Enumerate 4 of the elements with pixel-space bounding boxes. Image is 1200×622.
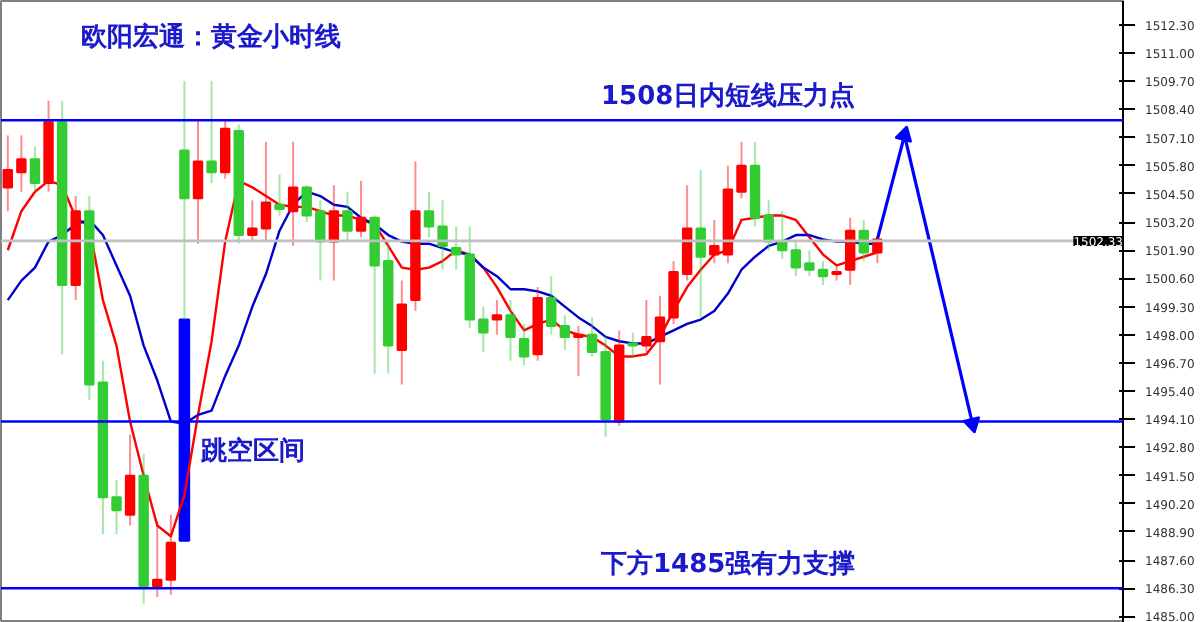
text: 欧阳宏通：黄金小时线	[81, 21, 341, 53]
ref-line-label: 1508日内短线压力点	[601, 80, 856, 113]
annotation: 跳空区间	[199, 435, 305, 467]
ref-line-label: 下方1485强有力支撑	[599, 548, 856, 581]
